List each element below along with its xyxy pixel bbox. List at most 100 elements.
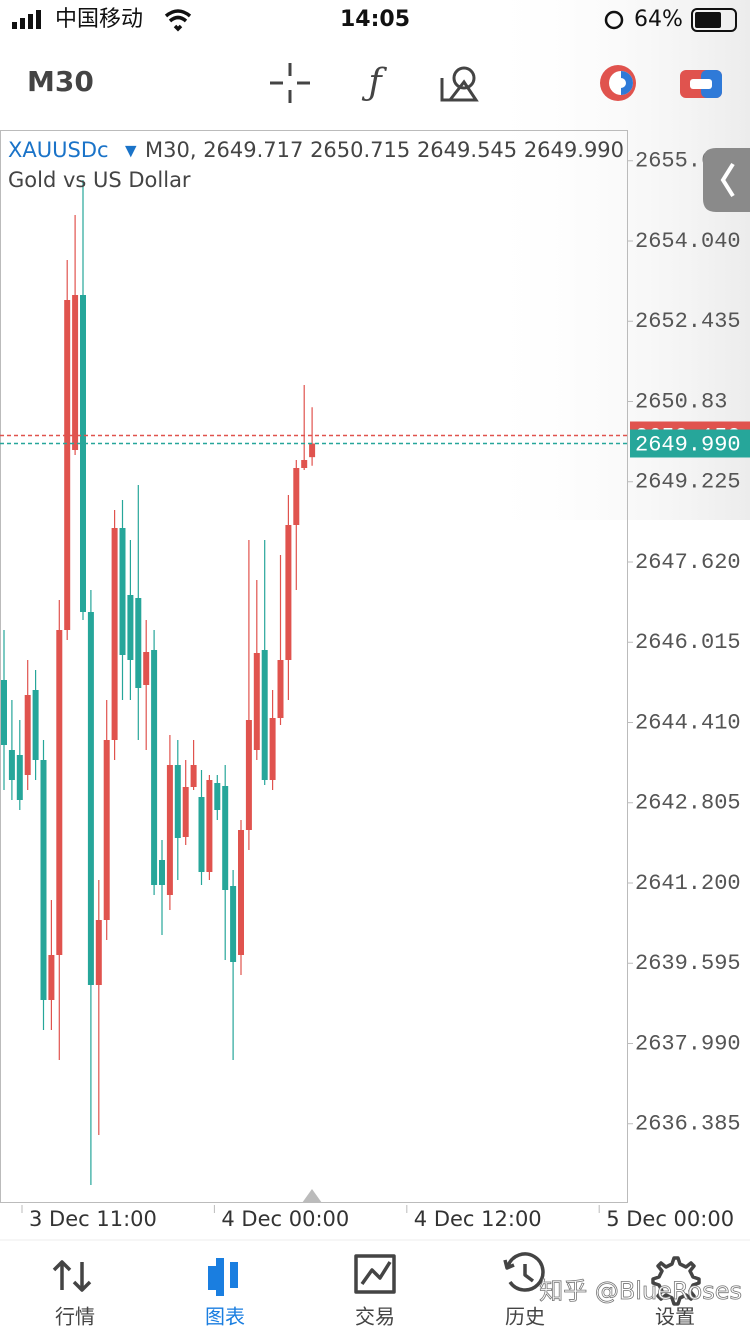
y-tick-label: 2641.200 [635, 871, 741, 896]
candle-body [119, 528, 126, 655]
y-tick-label: 2646.015 [635, 630, 741, 655]
y-tick-label: 2652.435 [635, 309, 741, 334]
tab[interactable]: 历史 [503, 1252, 545, 1329]
tab-label: 历史 [505, 1305, 545, 1329]
candle-body [80, 295, 86, 612]
candle-body [285, 525, 292, 660]
candle-body [24, 695, 31, 775]
x-tick-label: 3 Dec 11:00 [29, 1207, 157, 1231]
candle-body [166, 765, 173, 895]
crosshair-button[interactable] [270, 63, 310, 103]
x-tick-label: 4 Dec 00:00 [221, 1207, 349, 1231]
y-tick-label: 2642.805 [635, 791, 741, 816]
bid-label-bg [630, 429, 750, 458]
candle-body [245, 720, 252, 830]
candle-body [214, 783, 221, 810]
candle-body [301, 460, 308, 468]
tab[interactable]: 设置 [651, 1256, 701, 1329]
candle-body [111, 528, 118, 740]
tab[interactable]: 行情 [52, 1260, 95, 1329]
candle-body [190, 765, 197, 787]
tab-label: 行情 [55, 1305, 95, 1329]
tab[interactable]: 图表 [205, 1258, 245, 1329]
tab-bar: 行情 图表 交易 历史 设置 [52, 1252, 701, 1329]
y-tick-label: 2650.83 [635, 389, 727, 414]
battery-fill [695, 12, 721, 28]
trade-button[interactable] [600, 65, 636, 101]
candle-body [253, 653, 260, 750]
candle-body [230, 886, 237, 962]
wifi-icon [164, 9, 192, 32]
candle-body [127, 595, 134, 660]
tab-icon [354, 1254, 396, 1294]
candle-body [143, 652, 150, 685]
ohlc-info: M30, 2649.717 2650.715 2649.545 2649.990 [145, 138, 624, 162]
candle-body [309, 443, 316, 458]
battery [691, 8, 737, 32]
lock-icon [604, 10, 624, 30]
tab[interactable]: 交易 [354, 1254, 396, 1329]
candle-body [293, 468, 300, 525]
signal [20, 18, 25, 29]
candle-body [151, 650, 158, 885]
description: Gold vs US Dollar [8, 168, 191, 192]
y-tick-label: 2637.990 [635, 1031, 741, 1056]
y-tick-label: 2636.385 [635, 1112, 741, 1137]
tab-label: 图表 [205, 1305, 245, 1329]
x-tick-label: 5 Dec 00:00 [606, 1207, 734, 1231]
tab-label: 设置 [655, 1305, 695, 1329]
shift-marker[interactable] [302, 1189, 322, 1203]
toolbar: M30 ƒ [27, 62, 722, 103]
candle-body [198, 797, 205, 872]
y-tick-label: 2649.225 [635, 470, 741, 495]
y-tick-label: 2644.410 [635, 710, 741, 735]
carrier: 中国移动 [55, 7, 143, 32]
candle-body [135, 598, 142, 688]
bid-label: 2649.990 [635, 432, 741, 457]
price-labels: 2650.1502649.990 [0, 421, 750, 458]
objects-button[interactable] [440, 66, 479, 102]
candle-body [182, 787, 189, 837]
candle-body [103, 740, 110, 920]
candle-body [238, 830, 244, 955]
candle-body [174, 765, 181, 838]
side-panel-button[interactable] [703, 148, 750, 212]
candle-body [95, 920, 102, 985]
price-axis: 2655.6452654.0402652.4352650.832649.2252… [628, 149, 741, 1137]
tab-icon [651, 1256, 701, 1306]
status-bar: 中国移动 14:05 64% [12, 7, 737, 32]
time-axis: 3 Dec 11:00 4 Dec 00:00 4 Dec 12:00 5 Dec 0… [21, 1205, 734, 1231]
tab-label: 交易 [355, 1305, 395, 1329]
symbol-dropdown[interactable]: ▼ [125, 142, 137, 160]
candle-body [87, 612, 94, 985]
candle-body [206, 780, 213, 872]
plot [1, 180, 316, 1185]
quick-trade-button[interactable] [680, 70, 722, 98]
symbol: XAUUSDc [8, 138, 109, 162]
candle-body [1, 680, 7, 745]
candle-body [8, 750, 15, 780]
candle-body [40, 760, 47, 1000]
x-tick-label: 4 Dec 12:00 [414, 1207, 542, 1231]
candle-body [48, 955, 55, 1000]
candle-body [222, 786, 229, 890]
candle-body [32, 690, 39, 760]
y-tick-label: 2639.595 [635, 951, 741, 976]
timeframe-button[interactable]: M30 [27, 65, 94, 98]
candle-body [56, 630, 63, 955]
signal [28, 14, 33, 29]
candle-body [159, 860, 165, 885]
y-tick-label: 2654.040 [635, 229, 741, 254]
battery-level: 64% [634, 7, 683, 32]
signal [36, 10, 41, 29]
candle-body [277, 660, 284, 718]
candle-body [16, 755, 23, 800]
clock: 14:05 [340, 7, 410, 32]
tab-icon [208, 1258, 238, 1296]
signal [12, 22, 17, 29]
candle-body [261, 650, 268, 780]
watermark: 知乎 @BlueRoses [539, 1277, 742, 1305]
candle-body [72, 295, 79, 450]
